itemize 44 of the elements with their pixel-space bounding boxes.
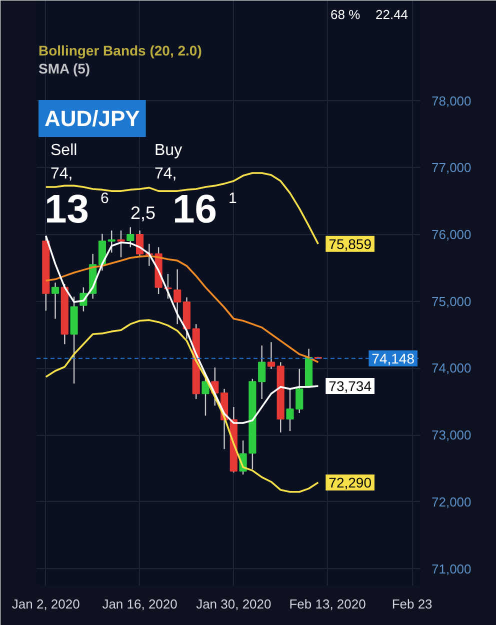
y-tick-label: 75,000	[432, 294, 472, 309]
candlestick	[174, 268, 182, 325]
x-tick-label: Feb 13, 2020	[289, 596, 366, 612]
x-tick-label: Jan 2, 2020	[12, 596, 80, 612]
annotation: 2,5	[130, 203, 156, 223]
candlestick	[267, 342, 276, 370]
data-label: 72,290	[328, 474, 372, 491]
candlestick	[117, 230, 125, 258]
text: AUD/JPY	[44, 106, 140, 131]
annotation: 13	[44, 188, 89, 232]
annotation: 22.44	[376, 7, 408, 22]
annotation: 1	[228, 190, 237, 207]
text: SMA (5)	[38, 60, 90, 76]
x-tick-label: Jan 16, 2020	[102, 596, 178, 612]
line-series	[44, 254, 320, 364]
x-tick-label: Feb 23	[392, 596, 432, 612]
y-tick-label: 72,000	[432, 494, 472, 510]
candlestick	[202, 376, 210, 416]
candlestick	[258, 344, 266, 400]
line-series	[44, 234, 320, 424]
annotation: 16	[172, 188, 217, 232]
y-tick-label: 76,000	[432, 227, 472, 242]
candlestick	[286, 388, 294, 432]
data-label: 75,859	[328, 236, 372, 252]
line-series	[44, 319, 320, 493]
y-tick-label: 71,000	[432, 561, 472, 576]
candlestick	[296, 368, 304, 414]
annotation: Buy	[154, 142, 182, 159]
text: Bollinger Bands (20, 2.0)	[38, 42, 202, 58]
ref-line-label: 74,148	[372, 350, 415, 366]
annotation: 74,	[154, 166, 177, 182]
candlestick	[51, 282, 60, 320]
y-tick-label: 78,000	[432, 93, 472, 108]
y-tick-label: 77,000	[432, 160, 472, 176]
y-tick-label: 74,000	[432, 360, 472, 376]
annotation: 68 %	[330, 7, 361, 22]
annotation: Sell	[50, 142, 78, 159]
data-label: 73,734	[328, 378, 372, 394]
annotation: 6	[100, 190, 109, 207]
y-tick-label: 73,000	[432, 428, 472, 443]
candlestick	[108, 230, 116, 254]
annotation: 74,	[50, 166, 73, 182]
candlestick	[126, 226, 134, 248]
x-tick-label: Jan 30, 2020	[196, 596, 272, 612]
